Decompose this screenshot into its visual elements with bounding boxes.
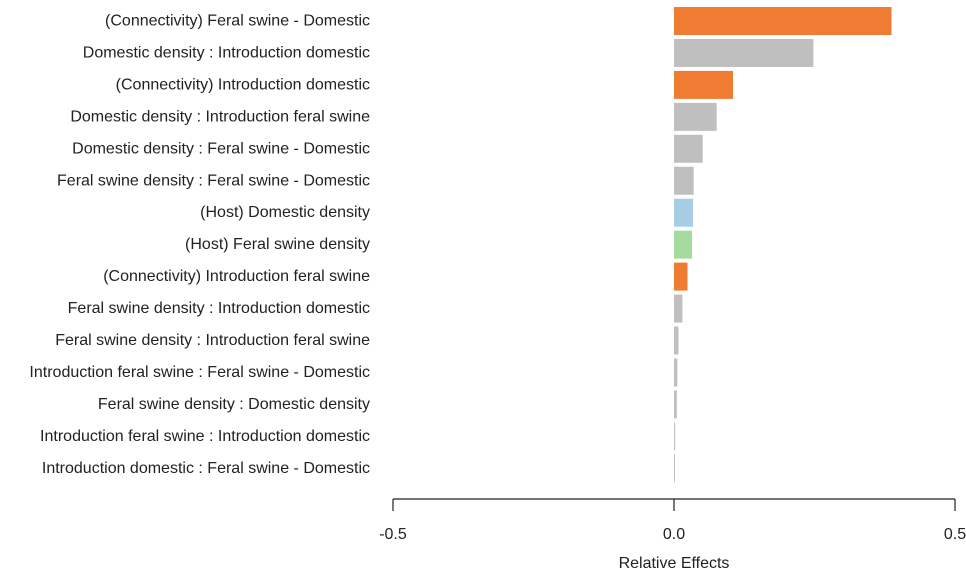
- category-label-1: Domestic density : Introduction domestic: [83, 44, 370, 61]
- category-label-13: Introduction feral swine : Introduction …: [40, 428, 370, 445]
- bar-5: [674, 166, 694, 195]
- bar-11: [674, 358, 678, 387]
- bar-12: [674, 390, 677, 419]
- bar-1: [674, 38, 814, 67]
- bar-14: [674, 454, 675, 483]
- bar-9: [674, 294, 683, 323]
- category-label-11: Introduction feral swine : Feral swine -…: [29, 364, 370, 381]
- category-label-8: (Connectivity) Introduction feral swine: [103, 268, 370, 285]
- x-tick-label-0: -0.5: [379, 526, 407, 543]
- category-label-0: (Connectivity) Feral swine - Domestic: [105, 13, 370, 30]
- bar-2: [674, 70, 734, 99]
- category-label-3: Domestic density : Introduction feral sw…: [70, 108, 370, 125]
- bar-8: [674, 262, 688, 291]
- category-label-9: Feral swine density : Introduction domes…: [68, 300, 370, 317]
- category-label-5: Feral swine density : Feral swine - Dome…: [57, 172, 370, 189]
- bar-4: [674, 134, 703, 163]
- category-label-2: (Connectivity) Introduction domestic: [116, 76, 370, 93]
- category-labels-group: (Connectivity) Feral swine - Domestic Dom…: [29, 13, 370, 477]
- x-tick-label-2: 0.5: [944, 526, 966, 543]
- bar-13: [674, 422, 676, 451]
- bar-3: [674, 102, 717, 131]
- category-label-6: (Host) Domestic density: [200, 204, 370, 221]
- category-label-7: (Host) Feral swine density: [185, 236, 370, 253]
- bar-6: [674, 198, 694, 227]
- bar-7: [674, 230, 692, 259]
- bar-10: [674, 326, 679, 355]
- category-label-12: Feral swine density : Domestic density: [98, 396, 370, 413]
- category-label-14: Introduction domestic : Feral swine - Do…: [42, 460, 370, 477]
- x-tick-label-1: 0.0: [663, 526, 685, 543]
- bars-group: [674, 7, 892, 483]
- category-label-10: Feral swine density : Introduction feral…: [55, 332, 370, 349]
- x-axis-title: Relative Effects: [619, 555, 730, 571]
- category-label-4: Domestic density : Feral swine - Domesti…: [72, 140, 370, 157]
- x-ticks-group: -0.5 0.0 0.5: [379, 499, 966, 543]
- x-axis: -0.5 0.0 0.5: [379, 498, 966, 543]
- bar-0: [674, 7, 892, 35]
